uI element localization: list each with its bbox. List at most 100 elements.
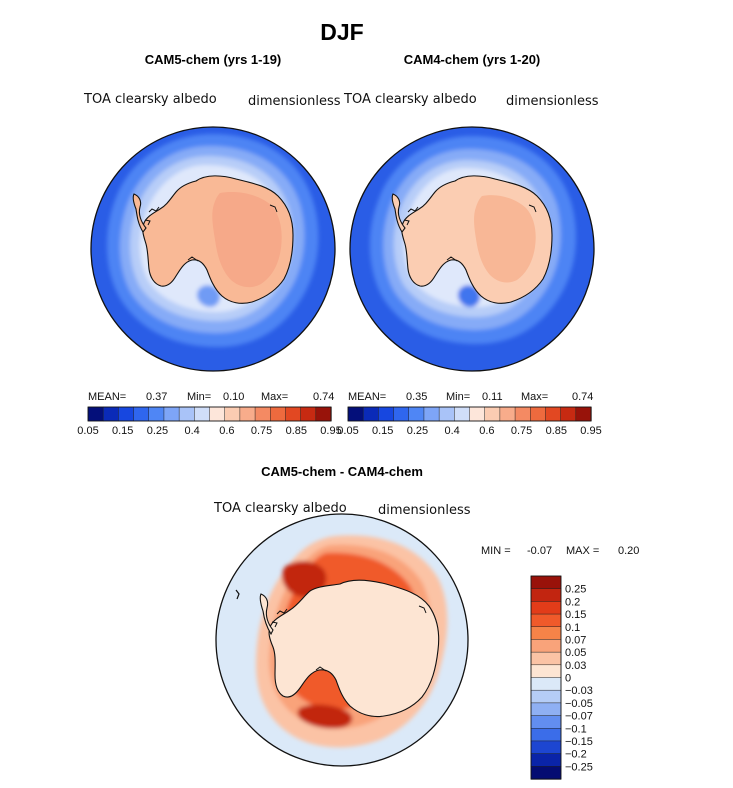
- panel1-map: [91, 127, 335, 371]
- panel1-colorbar-swatch-4: [148, 406, 165, 422]
- panel2-colorbar-swatch-14: [560, 406, 577, 422]
- figure-title: DJF: [320, 19, 363, 45]
- panel2-colorbar-swatch-5: [423, 406, 440, 422]
- panel2-colorbar-swatch-8: [469, 406, 486, 422]
- panel1-min-value: 0.10: [223, 391, 244, 403]
- panel2-map: [350, 127, 594, 371]
- panel3-colorbar-swatch-10: [530, 702, 562, 717]
- panel2-max-value: 0.74: [572, 391, 593, 403]
- panel3-colorbar-swatch-13: [530, 740, 562, 755]
- panel2-east-plateau: [474, 195, 536, 283]
- panel1-colorbar-outline: [87, 406, 332, 422]
- panel3-colorbar-tick-label: 0.1: [565, 622, 580, 634]
- panel3-colorbar-tick-label: 0.07: [565, 634, 586, 646]
- panel1-colorbar-tick-label: 0.25: [147, 425, 168, 437]
- panel3-max-label: MAX =: [566, 545, 599, 557]
- panel1-colorbar: [87, 406, 332, 422]
- panel3-colorbar-swatch-3: [530, 613, 562, 628]
- panel3-colorbar-swatch-9: [530, 689, 562, 704]
- panel3-colorbar-tick-label: −0.03: [565, 685, 593, 697]
- panel3-peninsula: [259, 593, 274, 636]
- panel3-colorbar-tick-label: −0.25: [565, 761, 593, 773]
- panel1-min-label: Min=: [187, 391, 211, 403]
- panel2-colorbar-swatch-15: [575, 406, 592, 422]
- panel2-mean-label: MEAN=: [348, 391, 386, 403]
- panel2-colorbar-swatch-7: [454, 406, 471, 422]
- panel2-colorbar-swatch-9: [484, 406, 501, 422]
- panel2-colorbar-tick-label: 0.05: [337, 425, 358, 437]
- panel1-colorbar-swatch-7: [194, 406, 211, 422]
- panel1-colorbar-swatch-11: [254, 406, 271, 422]
- panel2-colorbar-swatch-13: [545, 406, 562, 422]
- panel2-colorbar-tick-label: 0.75: [511, 425, 532, 437]
- panel2-colorbar-swatch-3: [393, 406, 410, 422]
- panel3-colorbar-swatch-0: [530, 575, 562, 590]
- panel3-colorbar-ticks: 0.250.20.150.10.070.050.030−0.03−0.05−0.…: [565, 584, 593, 774]
- panel3-coast-detail: [271, 605, 427, 672]
- panel3-colorbar: [530, 575, 562, 780]
- panel3-units-label: dimensionless: [378, 503, 471, 518]
- panel1-colorbar-swatch-3: [133, 406, 150, 422]
- panel2-colorbar: [347, 406, 592, 422]
- panel3-colorbar-swatch-11: [530, 715, 562, 729]
- panel1-colorbar-tick-label: 0.4: [184, 425, 199, 437]
- panel1-weddell-low: [197, 285, 221, 307]
- panel1-colorbar-swatch-10: [239, 406, 256, 422]
- panel2-frame: [349, 126, 595, 372]
- panel1-colorbar-swatch-6: [178, 406, 195, 422]
- panel1-colorbar-swatch-12: [270, 406, 287, 422]
- panel1-colorbar-tick-label: 0.15: [112, 425, 133, 437]
- panel2-colorbar-swatch-1: [362, 406, 380, 422]
- panel2-colorbar-tick-label: 0.85: [546, 425, 567, 437]
- panel3-colorbar-swatch-7: [530, 664, 562, 679]
- panel1-south-america-tip: [91, 195, 96, 206]
- panel3-colorbar-tick-label: −0.07: [565, 711, 593, 723]
- panel1-colorbar-swatch-2: [118, 406, 135, 422]
- panel3-colorbar-tick-label: −0.05: [565, 698, 593, 710]
- panel2-variable-label: TOA clearsky albedo: [343, 92, 477, 107]
- panel1-colorbar-swatch-8: [209, 406, 226, 422]
- panel1-mean-value: 0.37: [146, 391, 167, 403]
- panel1-colorbar-swatch-1: [102, 406, 120, 422]
- panel2-colorbar-tick-label: 0.6: [479, 425, 494, 437]
- panel1-colorbar-swatch-13: [285, 406, 302, 422]
- panel3-colorbar-tick-label: −0.2: [565, 749, 587, 761]
- panel2-title: CAM4-chem (yrs 1-20): [404, 52, 541, 67]
- panel3-map: [216, 514, 468, 766]
- panel2-colorbar-tick-label: 0.95: [580, 425, 601, 437]
- panel1-colorbar-swatch-9: [224, 406, 241, 422]
- panel3-weddell-max: [282, 561, 327, 597]
- panel1-peninsula: [132, 193, 147, 233]
- panel1-east-plateau: [212, 192, 282, 288]
- panel1-colorbar-swatch-0: [87, 406, 104, 422]
- panel3-south-america-tip: [235, 589, 240, 600]
- panel2-colorbar-swatch-11: [514, 406, 531, 422]
- panel2-mean-value: 0.35: [406, 391, 427, 403]
- panel3-antarctica: [268, 579, 440, 718]
- panel2-coast-detail: [403, 204, 537, 262]
- panel3-colorbar-swatch-1: [530, 588, 562, 603]
- panel2-weddell-low: [458, 285, 481, 307]
- panel3-stats: MIN = -0.07 MAX = 0.20: [481, 545, 639, 557]
- panel1-units-label: dimensionless: [248, 94, 341, 109]
- panel3-colorbar-tick-label: −0.1: [565, 723, 587, 735]
- panel1-colorbar-tick-label: 0.6: [219, 425, 234, 437]
- panel3-colorbar-swatch-2: [530, 601, 562, 615]
- panel3-colorbar-tick-label: 0.15: [565, 609, 586, 621]
- panel3-colorbar-swatch-5: [530, 639, 562, 653]
- panel2-colorbar-tick-label: 0.15: [372, 425, 393, 437]
- panel1-mean-label: MEAN=: [88, 391, 126, 403]
- panel1-colorbar-tick-label: 0.05: [77, 425, 98, 437]
- panel1-colorbar-tick-label: 0.85: [286, 425, 307, 437]
- panel3-colorbar-outline: [530, 575, 562, 780]
- panel3-colorbar-swatch-6: [530, 651, 562, 666]
- panel2-colorbar-swatch-4: [408, 406, 425, 422]
- panel3-colorbar-tick-label: 0.05: [565, 647, 586, 659]
- panel3-frame: [215, 513, 469, 767]
- panel2-colorbar-swatch-2: [378, 406, 395, 422]
- panel3-colorbar-swatch-14: [530, 753, 562, 767]
- panel1-colorbar-swatch-15: [315, 406, 332, 422]
- panel1-variable-label: TOA clearsky albedo: [83, 92, 217, 107]
- panel2-max-label: Max=: [521, 391, 548, 403]
- panel2-colorbar-swatch-10: [499, 406, 516, 422]
